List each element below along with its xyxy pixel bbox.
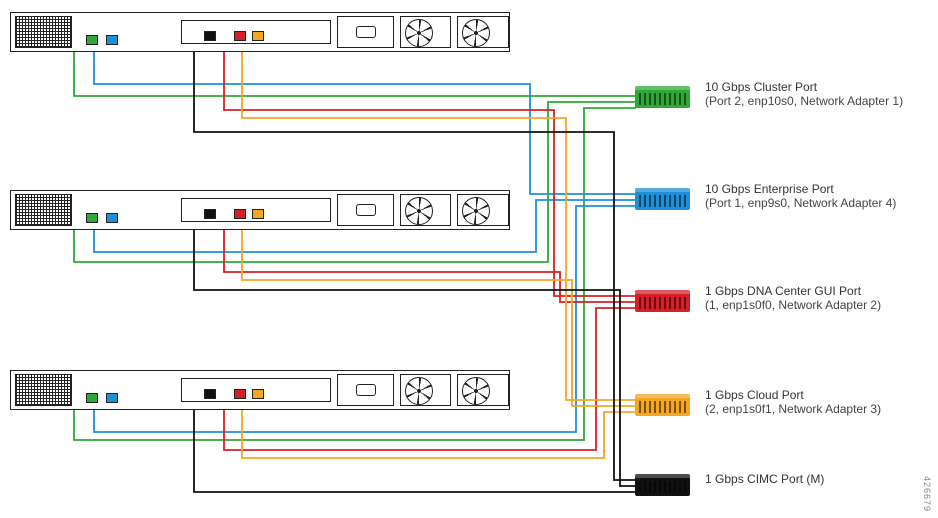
gui-port [234,209,246,219]
wire [224,52,636,296]
label-sub: (Port 2, enp10s0, Network Adapter 1) [705,94,935,108]
cimc-port [204,389,216,399]
label-enterprise: 10 Gbps Enterprise Port (Port 1, enp9s0,… [705,182,935,210]
vga-block [337,16,394,48]
reference-id: 426679 [922,476,932,512]
server-2 [10,190,510,230]
label-cluster: 10 Gbps Cluster Port (Port 2, enp10s0, N… [705,80,935,108]
fan-2 [457,16,509,48]
switch-enterprise [635,188,690,210]
label-sub: (Port 1, enp9s0, Network Adapter 4) [705,196,935,210]
vga-block [337,194,394,226]
fan-2 [457,194,509,226]
wire [74,102,636,262]
label-cloud: 1 Gbps Cloud Port (2, enp1s0f1, Network … [705,388,935,416]
io-card [181,20,332,44]
gui-port [234,31,246,41]
wire [242,410,636,458]
label-title: 1 Gbps DNA Center GUI Port [705,284,935,298]
io-card [181,198,332,222]
wire [74,52,636,96]
label-title: 10 Gbps Enterprise Port [705,182,935,196]
cluster-port [86,393,98,403]
fan-1 [400,16,452,48]
wire [94,52,636,194]
server-1 [10,12,510,52]
enterprise-port [106,35,118,45]
gui-port [234,389,246,399]
vent-grid [15,194,72,226]
wire [194,230,636,486]
enterprise-port [106,393,118,403]
label-cimc: 1 Gbps CIMC Port (M) [705,472,935,486]
wire [194,410,636,492]
switch-cluster [635,86,690,108]
server-3 [10,370,510,410]
vent-grid [15,16,72,48]
label-title: 10 Gbps Cluster Port [705,80,935,94]
cloud-port [252,31,264,41]
label-sub: (1, enp1s0f0, Network Adapter 2) [705,298,935,312]
fan-1 [400,374,452,406]
label-title: 1 Gbps Cloud Port [705,388,935,402]
switch-cimc [635,474,690,496]
io-card [181,378,332,402]
cluster-port [86,35,98,45]
switch-cloud [635,394,690,416]
label-sub: (2, enp1s0f1, Network Adapter 3) [705,402,935,416]
switch-gui [635,290,690,312]
fan-1 [400,194,452,226]
wiring-svg [0,0,938,518]
wire [224,230,636,302]
vga-block [337,374,394,406]
cimc-port [204,31,216,41]
fan-2 [457,374,509,406]
wire [194,52,636,480]
port-strip [76,195,175,225]
enterprise-port [106,213,118,223]
label-gui: 1 Gbps DNA Center GUI Port (1, enp1s0f0,… [705,284,935,312]
label-title: 1 Gbps CIMC Port (M) [705,472,935,486]
vent-grid [15,374,72,406]
cloud-port [252,389,264,399]
cimc-port [204,209,216,219]
cloud-port [252,209,264,219]
cluster-port [86,213,98,223]
port-strip [76,17,175,47]
port-strip [76,375,175,405]
